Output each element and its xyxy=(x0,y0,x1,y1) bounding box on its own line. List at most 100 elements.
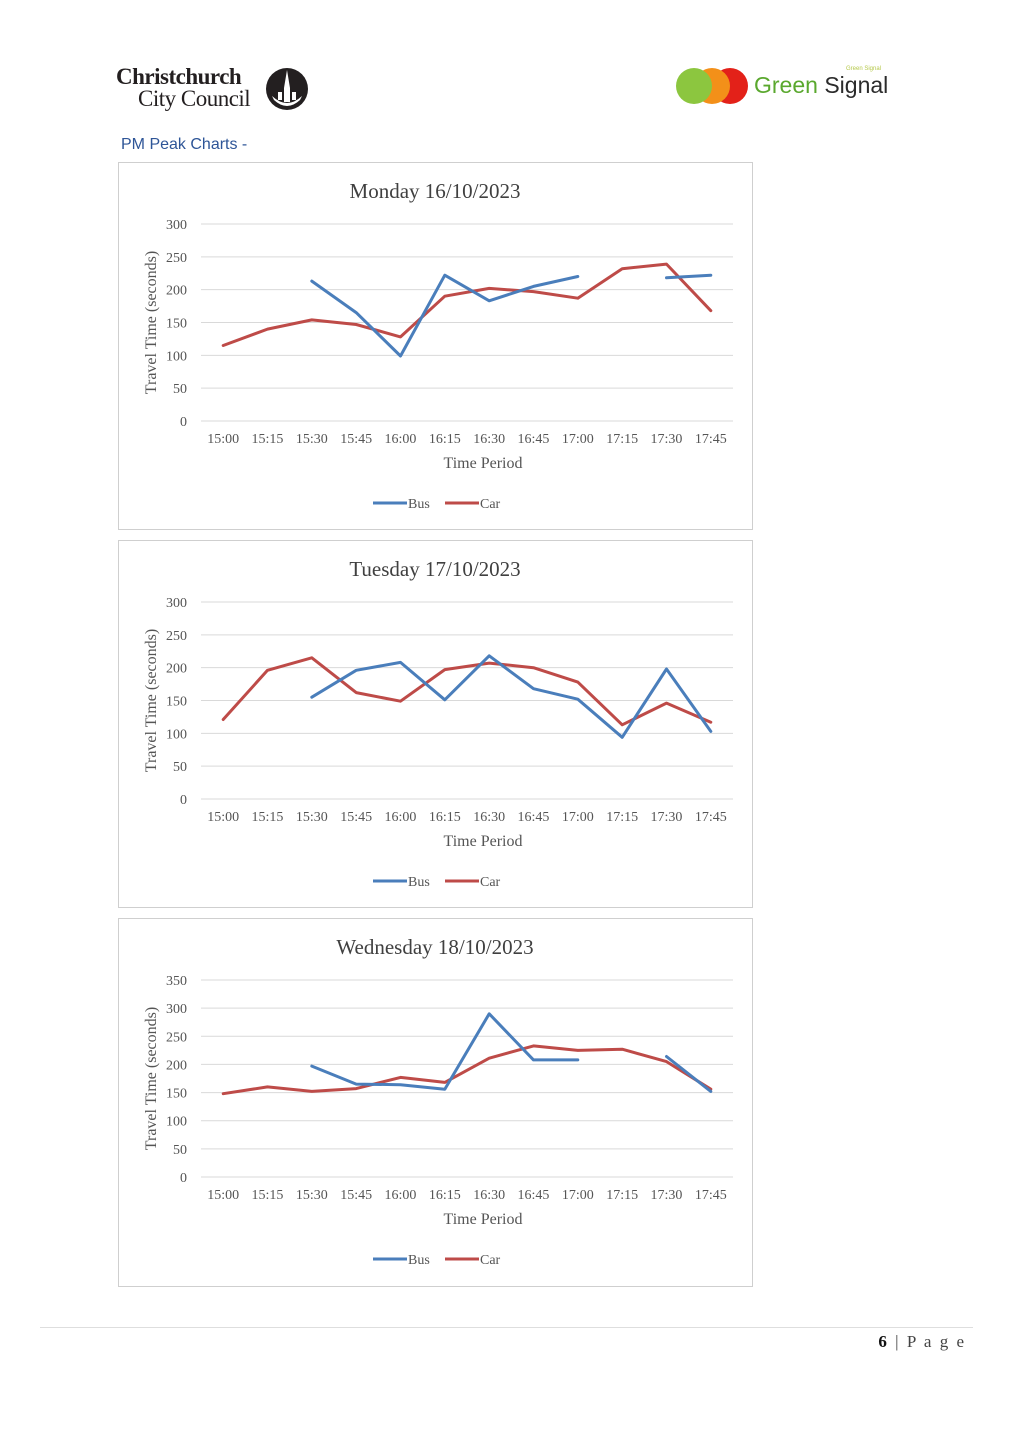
y-tick-label: 0 xyxy=(180,415,187,430)
y-tick-label: 50 xyxy=(173,382,187,397)
x-tick-label: 16:00 xyxy=(385,432,417,447)
series-line-car xyxy=(221,656,713,727)
y-tick-label: 100 xyxy=(166,1115,187,1130)
green-signal-wordmark: Green Signal xyxy=(754,72,888,99)
x-tick-label: 16:30 xyxy=(473,432,505,447)
page-number-value: 6 xyxy=(878,1332,889,1351)
series-line-bus xyxy=(310,273,580,358)
y-tick-label: 50 xyxy=(173,760,187,775)
x-tick-label: 16:45 xyxy=(518,432,550,447)
y-tick-label: 50 xyxy=(173,1143,187,1158)
x-tick-label: 17:45 xyxy=(695,1188,727,1203)
chart-wednesday: Wednesday 18/10/2023 0 50 100 150 200 250 300 35… xyxy=(118,918,753,1287)
y-tick-label: 250 xyxy=(166,629,187,644)
series-line-bus xyxy=(310,1012,580,1091)
x-tick-label: 16:30 xyxy=(473,1188,505,1203)
x-axis-title: Time Period xyxy=(444,455,523,472)
y-axis-title: Travel Time (seconds) xyxy=(143,629,160,772)
chart-title: Tuesday 17/10/2023 xyxy=(349,557,520,581)
y-tick-label: 200 xyxy=(166,284,187,299)
council-name-line1: Christchurch xyxy=(116,64,242,89)
series-line-bus xyxy=(310,654,713,739)
y-tick-label: 200 xyxy=(166,662,187,677)
x-tick-label: 15:15 xyxy=(252,1188,284,1203)
legend-label-bus: Bus xyxy=(408,497,430,512)
x-tick-label: 17:00 xyxy=(562,1188,594,1203)
y-tick-label: 250 xyxy=(166,251,187,266)
council-name: Christchurch City Council xyxy=(116,64,251,111)
chart-monday-svg: Monday 16/10/2023 0 50 100 150 200 250 300 15:00… xyxy=(143,179,733,512)
x-tick-label: 17:15 xyxy=(606,1188,638,1203)
x-tick-label: 15:30 xyxy=(296,1188,328,1203)
series-line-bus xyxy=(665,273,713,280)
y-tick-label: 200 xyxy=(166,1058,187,1073)
x-tick-label: 15:30 xyxy=(296,810,328,825)
chart-monday: Monday 16/10/2023 0 50 100 150 200 250 300 15:00… xyxy=(118,162,753,530)
x-tick-label: 17:45 xyxy=(695,432,727,447)
legend-label-bus: Bus xyxy=(408,1253,430,1268)
wordmark-green: Green xyxy=(754,72,818,98)
legend-label-car: Car xyxy=(480,875,501,890)
series-line-car xyxy=(221,262,713,347)
x-tick-label: 15:45 xyxy=(340,432,372,447)
y-tick-label: 0 xyxy=(180,1171,187,1186)
y-tick-label: 150 xyxy=(166,317,187,332)
x-tick-label: 15:00 xyxy=(207,810,239,825)
y-tick-label: 300 xyxy=(166,218,187,233)
y-tick-label: 300 xyxy=(166,596,187,611)
y-tick-label: 150 xyxy=(166,1087,187,1102)
x-tick-label: 17:30 xyxy=(651,1188,683,1203)
x-tick-label: 16:15 xyxy=(429,432,461,447)
christchurch-city-council-logo: Christchurch City Council xyxy=(116,64,316,118)
series-line-bus xyxy=(665,1055,713,1093)
x-tick-label: 15:00 xyxy=(207,432,239,447)
x-tick-label: 16:45 xyxy=(518,810,550,825)
y-tick-label: 250 xyxy=(166,1030,187,1045)
x-tick-label: 15:15 xyxy=(252,432,284,447)
cathedral-emblem-icon xyxy=(266,68,308,110)
series-line-car xyxy=(221,1044,713,1096)
x-tick-label: 15:45 xyxy=(340,810,372,825)
x-axis-title: Time Period xyxy=(444,1211,523,1228)
council-name-line2: City Council xyxy=(138,86,251,111)
page-number-label: | P a g e xyxy=(895,1332,966,1351)
traffic-light-circles-icon xyxy=(676,68,748,104)
x-tick-label: 17:15 xyxy=(606,810,638,825)
x-tick-label: 17:30 xyxy=(651,810,683,825)
x-tick-label: 16:00 xyxy=(385,810,417,825)
x-tick-label: 16:00 xyxy=(385,1188,417,1203)
legend-label-car: Car xyxy=(480,1253,501,1268)
y-axis-title: Travel Time (seconds) xyxy=(143,251,160,394)
x-tick-label: 17:30 xyxy=(651,432,683,447)
x-tick-label: 15:15 xyxy=(252,810,284,825)
x-axis-title: Time Period xyxy=(444,833,523,850)
y-tick-label: 0 xyxy=(180,793,187,808)
wordmark-signal: Signal xyxy=(824,72,889,98)
chart-title: Monday 16/10/2023 xyxy=(350,179,521,203)
x-tick-label: 16:45 xyxy=(518,1188,550,1203)
y-tick-label: 100 xyxy=(166,349,187,364)
green-signal-logo: Green Signal Green Signal xyxy=(674,66,894,108)
x-tick-label: 16:15 xyxy=(429,810,461,825)
x-tick-label: 17:00 xyxy=(562,810,594,825)
x-tick-label: 17:15 xyxy=(606,432,638,447)
y-tick-label: 350 xyxy=(166,974,187,989)
y-tick-label: 150 xyxy=(166,695,187,710)
x-tick-label: 17:00 xyxy=(562,432,594,447)
section-title: PM Peak Charts - xyxy=(121,136,248,153)
x-tick-label: 16:15 xyxy=(429,1188,461,1203)
legend-label-car: Car xyxy=(480,497,501,512)
legend-label-bus: Bus xyxy=(408,875,430,890)
y-axis-title: Travel Time (seconds) xyxy=(143,1007,160,1150)
chart-title: Wednesday 18/10/2023 xyxy=(336,935,533,959)
chart-tuesday: Tuesday 17/10/2023 0 50 100 150 200 250 300 15:0… xyxy=(118,540,753,908)
x-tick-label: 17:45 xyxy=(695,810,727,825)
x-tick-label: 15:00 xyxy=(207,1188,239,1203)
x-tick-label: 16:30 xyxy=(473,810,505,825)
chart-tuesday-svg: Tuesday 17/10/2023 0 50 100 150 200 250 300 15:0… xyxy=(143,557,733,890)
footer-divider xyxy=(40,1327,973,1328)
x-tick-label: 15:45 xyxy=(340,1188,372,1203)
y-tick-label: 100 xyxy=(166,727,187,742)
y-tick-label: 300 xyxy=(166,1002,187,1017)
page-number: 6 | P a g e xyxy=(878,1332,966,1352)
